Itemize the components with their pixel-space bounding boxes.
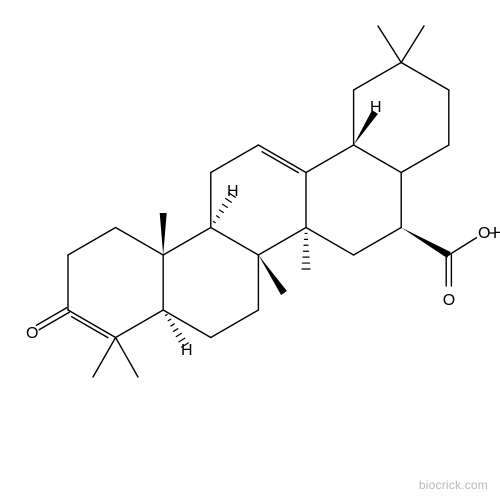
molecule-svg: OOOHHHH xyxy=(0,0,500,500)
svg-text:O: O xyxy=(443,292,455,309)
svg-text:H: H xyxy=(493,225,500,242)
svg-text:H: H xyxy=(370,99,382,116)
svg-text:H: H xyxy=(227,183,239,200)
watermark-text: biocrick.com xyxy=(419,478,488,492)
svg-text:O: O xyxy=(26,325,38,342)
svg-text:H: H xyxy=(181,342,193,359)
structure-canvas: OOOHHHH biocrick.com xyxy=(0,0,500,500)
svg-text:O: O xyxy=(478,225,490,242)
